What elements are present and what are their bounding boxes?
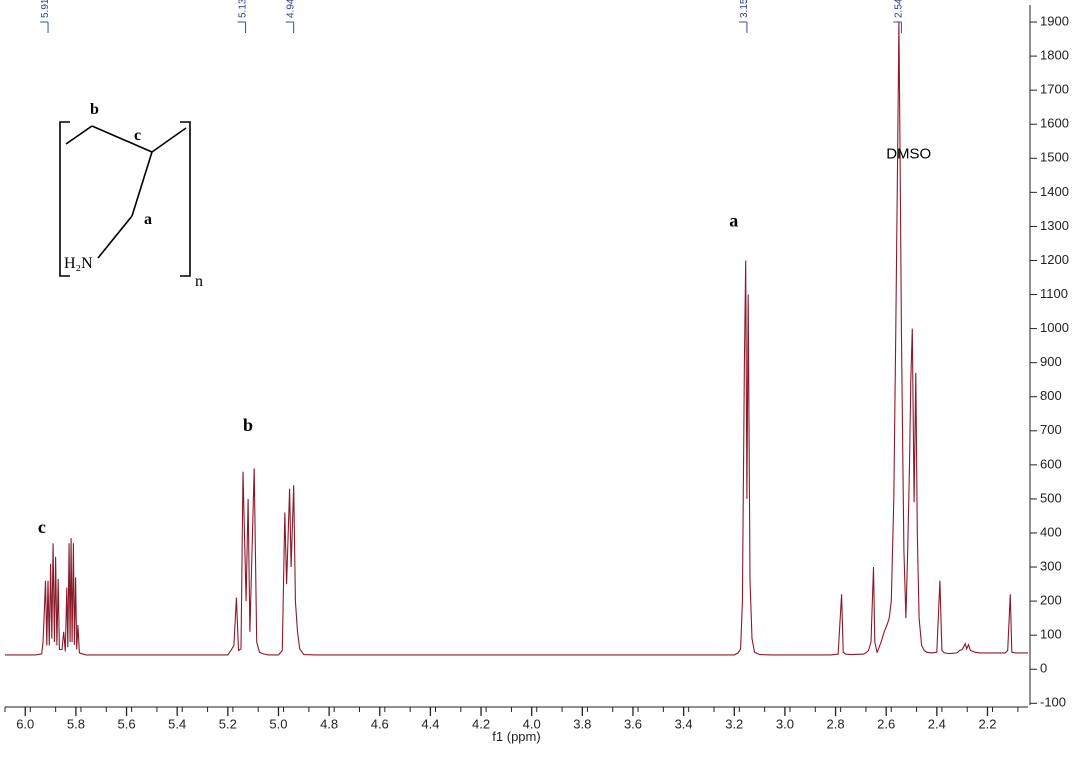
x-tick-label: 5.6 bbox=[118, 717, 136, 732]
y-tick-label: 0 bbox=[1040, 661, 1047, 676]
x-tick-label: 3.2 bbox=[725, 717, 743, 732]
x-tick-label: 4.8 bbox=[320, 717, 338, 732]
x-tick-label: 5.4 bbox=[168, 717, 186, 732]
peak-marker-label: 4.94 bbox=[286, 0, 297, 18]
x-axis-title: f1 (ppm) bbox=[492, 729, 540, 744]
y-tick-label: -100 bbox=[1040, 695, 1066, 710]
x-tick-label: 6.0 bbox=[16, 717, 34, 732]
nmr-spectrum-chart: 6.05.85.65.45.25.04.84.64.44.24.03.83.63… bbox=[0, 0, 1088, 760]
x-tick-label: 4.4 bbox=[421, 717, 439, 732]
structure-label-a: a bbox=[144, 211, 152, 228]
peak-region-label: DMSO bbox=[886, 145, 931, 162]
y-tick-label: 600 bbox=[1040, 456, 1062, 471]
y-tick-label: 900 bbox=[1040, 354, 1062, 369]
y-tick-label: 1100 bbox=[1040, 286, 1068, 301]
y-tick-label: 1700 bbox=[1040, 82, 1069, 97]
y-tick-label: 1900 bbox=[1040, 13, 1069, 28]
y-tick-label: 500 bbox=[1040, 490, 1062, 505]
peak-region-label: b bbox=[243, 415, 253, 435]
x-tick-label: 3.8 bbox=[573, 717, 591, 732]
y-tick-label: 1300 bbox=[1040, 218, 1069, 233]
y-tick-label: 1400 bbox=[1040, 184, 1069, 199]
x-tick-label: 3.4 bbox=[675, 717, 693, 732]
y-tick-label: 1800 bbox=[1040, 48, 1069, 63]
x-tick-label: 3.6 bbox=[624, 717, 642, 732]
peak-marker-label: 3.15 bbox=[739, 0, 750, 18]
structure-label-c: c bbox=[134, 127, 141, 144]
structure-nh2: H₂N bbox=[64, 255, 93, 272]
x-tick-label: 5.0 bbox=[269, 717, 287, 732]
structure-subscript-n: n bbox=[195, 273, 203, 290]
y-tick-label: 200 bbox=[1040, 593, 1062, 608]
peak-region-label: a bbox=[729, 210, 738, 230]
y-tick-label: 300 bbox=[1040, 558, 1062, 573]
y-tick-label: 1500 bbox=[1040, 150, 1069, 165]
y-tick-label: 700 bbox=[1040, 422, 1062, 437]
peak-marker-label: 5.13 bbox=[238, 0, 249, 18]
y-tick-label: 1200 bbox=[1040, 252, 1069, 267]
x-tick-label: 3.0 bbox=[776, 717, 794, 732]
y-tick-label: 800 bbox=[1040, 388, 1062, 403]
structure-label-b: b bbox=[90, 101, 99, 118]
x-tick-label: 4.2 bbox=[472, 717, 490, 732]
peak-marker-label: 2.54 bbox=[893, 0, 904, 18]
y-tick-label: 1600 bbox=[1040, 116, 1069, 131]
y-tick-label: 400 bbox=[1040, 524, 1062, 539]
peak-marker-label: 5.91 bbox=[40, 0, 51, 18]
x-tick-label: 2.8 bbox=[827, 717, 845, 732]
peak-region-label: c bbox=[38, 517, 46, 537]
x-tick-label: 5.8 bbox=[67, 717, 85, 732]
y-tick-label: 100 bbox=[1040, 627, 1062, 642]
x-tick-label: 2.4 bbox=[928, 717, 946, 732]
x-tick-label: 2.2 bbox=[978, 717, 996, 732]
x-tick-label: 5.2 bbox=[219, 717, 237, 732]
x-tick-label: 4.6 bbox=[371, 717, 389, 732]
y-tick-label: 1000 bbox=[1040, 320, 1069, 335]
x-tick-label: 2.6 bbox=[877, 717, 895, 732]
